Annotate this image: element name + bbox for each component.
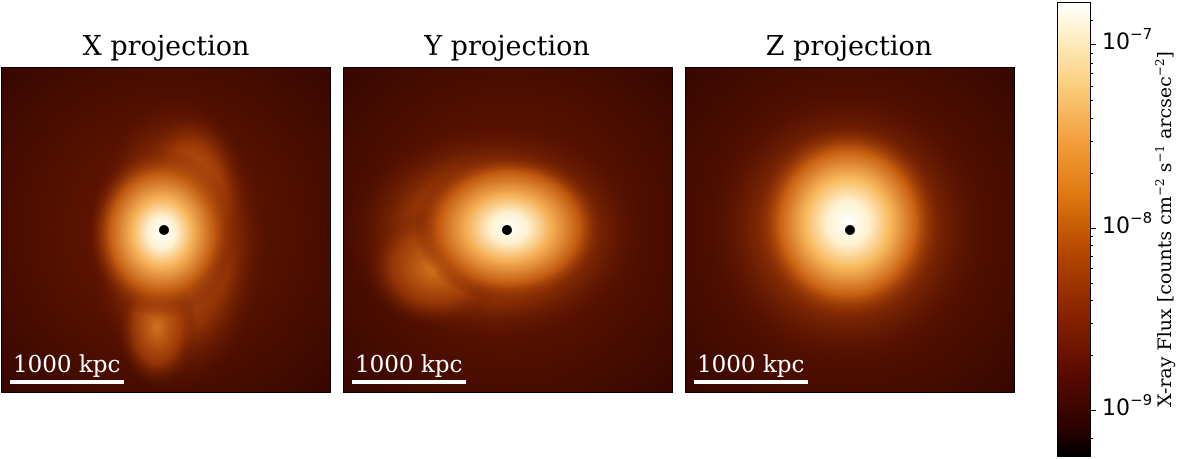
colorbar-minor-tick	[1090, 323, 1093, 324]
z-projection-image	[686, 68, 1014, 392]
colorbar-tick-label: 10−7	[1102, 25, 1153, 56]
colorbar-minor-tick	[1090, 141, 1093, 142]
cluster-center-marker-x	[159, 225, 169, 235]
colorbar-minor-tick	[1090, 100, 1093, 101]
panel-title-z: Z projection	[765, 31, 933, 62]
colorbar-major-tick	[1090, 44, 1096, 45]
colorbar-minor-tick	[1090, 268, 1093, 269]
cluster-center-marker-y	[502, 225, 512, 235]
colorbar-minor-tick	[1090, 283, 1093, 284]
colorbar-minor-tick	[1090, 355, 1093, 356]
colorbar-minor-tick	[1090, 63, 1093, 64]
scale-bar-y	[352, 380, 466, 384]
scale-bar-z	[694, 380, 808, 384]
colorbar-minor-tick	[1090, 256, 1093, 257]
colorbar-minor-tick	[1090, 86, 1093, 87]
panel-y-projection: 1000 kpc	[343, 67, 673, 393]
scale-bar-x	[10, 380, 124, 384]
colorbar-major-tick	[1090, 228, 1096, 229]
colorbar-minor-tick	[1090, 236, 1093, 237]
scale-label-y: 1000 kpc	[355, 352, 463, 378]
panel-x-projection: 1000 kpc	[1, 67, 331, 393]
colorbar-minor-tick	[1090, 245, 1093, 246]
colorbar-minor-tick	[1090, 20, 1093, 21]
panel-z-projection: 1000 kpc	[685, 67, 1015, 393]
cluster-center-marker-z	[845, 225, 855, 235]
panel-title-y: Y projection	[424, 31, 590, 62]
panel-title-x: X projection	[82, 31, 250, 62]
colorbar-label: X-ray Flux [counts cm−2 s−1 arcsec−2]	[1153, 51, 1176, 407]
colorbar-minor-tick	[1090, 173, 1093, 174]
colorbar-minor-tick	[1090, 53, 1093, 54]
colorbar-minor-tick	[1090, 73, 1093, 74]
colorbar-minor-tick	[1090, 438, 1093, 439]
colorbar-tick-label: 10−9	[1102, 391, 1153, 422]
scale-label-x: 1000 kpc	[13, 352, 121, 378]
x-projection-image	[2, 68, 330, 392]
colorbar	[1057, 2, 1091, 457]
colorbar-major-tick	[1090, 410, 1096, 411]
colorbar-tick-label: 10−8	[1102, 209, 1153, 240]
colorbar-minor-tick	[1090, 118, 1093, 119]
scale-label-z: 1000 kpc	[697, 352, 805, 378]
y-projection-image	[344, 68, 672, 392]
colorbar-minor-tick	[1090, 300, 1093, 301]
